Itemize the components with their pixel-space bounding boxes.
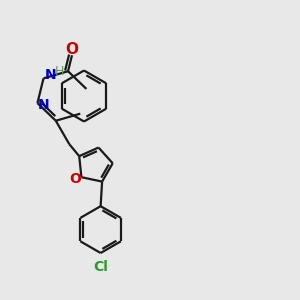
Text: Cl: Cl	[93, 260, 108, 274]
Text: O: O	[65, 42, 79, 57]
Text: H: H	[55, 65, 64, 78]
Text: O: O	[70, 172, 81, 186]
Text: N: N	[44, 68, 56, 82]
Text: N: N	[38, 98, 50, 112]
